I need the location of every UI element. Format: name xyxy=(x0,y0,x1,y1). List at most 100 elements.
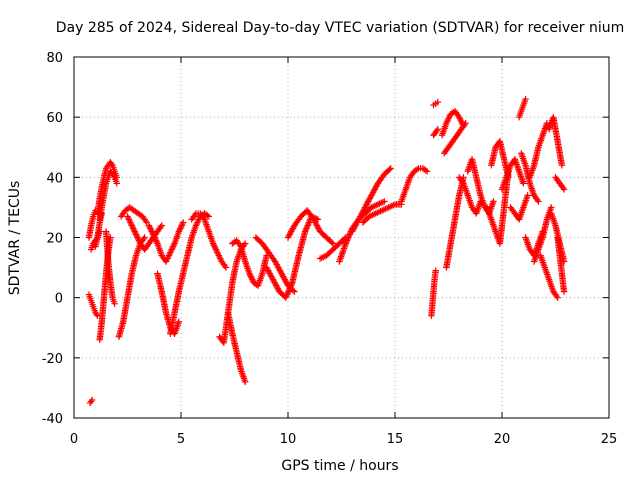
data-point xyxy=(459,178,466,186)
data-point xyxy=(169,244,176,252)
data-point xyxy=(135,235,142,243)
data-series xyxy=(145,219,187,265)
data-point xyxy=(204,212,211,219)
data-point xyxy=(214,249,221,256)
data-point xyxy=(303,223,311,231)
data-point xyxy=(195,216,203,223)
data-point xyxy=(548,204,555,211)
data-series xyxy=(154,270,183,337)
data-point xyxy=(127,220,135,228)
data-point xyxy=(432,267,439,274)
data-point xyxy=(413,166,421,173)
y-tick-label: -20 xyxy=(42,352,63,367)
data-point xyxy=(132,229,139,237)
data-point xyxy=(423,168,431,175)
data-point xyxy=(213,247,220,255)
data-series xyxy=(188,210,230,271)
data-point xyxy=(283,291,291,298)
data-point xyxy=(162,258,170,265)
data-point xyxy=(558,162,566,169)
data-point xyxy=(444,116,451,124)
data-point xyxy=(164,255,171,262)
data-series xyxy=(94,159,120,217)
data-point xyxy=(175,228,183,235)
data-point xyxy=(179,220,186,228)
data-point xyxy=(134,234,141,241)
data-point xyxy=(345,234,352,241)
data-point xyxy=(177,223,185,231)
data-series xyxy=(443,174,467,271)
tick-layer: 0 5 10 15 20 25 -40 -20 0 20 40 60 80 xyxy=(42,51,618,447)
data-point xyxy=(150,232,158,240)
data-point xyxy=(87,398,95,405)
data-point xyxy=(149,231,157,238)
data-point xyxy=(192,222,200,229)
data-point xyxy=(167,247,175,255)
data-point xyxy=(445,115,452,122)
data-point xyxy=(170,241,178,249)
data-point xyxy=(132,231,140,238)
data-point xyxy=(434,126,441,133)
data-series xyxy=(359,201,405,226)
data-point xyxy=(124,213,131,220)
data-point xyxy=(111,300,118,307)
data-point xyxy=(152,237,160,244)
data-point xyxy=(457,116,464,124)
data-point xyxy=(345,232,353,240)
data-point xyxy=(284,289,291,297)
data-series xyxy=(430,98,441,109)
data-point xyxy=(128,222,135,229)
data-point xyxy=(194,219,201,226)
data-series xyxy=(115,234,148,340)
data-point xyxy=(215,252,223,259)
data-point xyxy=(152,235,159,243)
data-series xyxy=(224,309,249,386)
data-series xyxy=(464,156,497,217)
data-point xyxy=(553,292,560,300)
data-point xyxy=(167,249,174,256)
data-point xyxy=(166,250,173,258)
data-point xyxy=(456,115,464,122)
data-series xyxy=(552,174,568,193)
data-series xyxy=(92,210,106,250)
data-point xyxy=(248,274,255,282)
data-point xyxy=(147,225,154,232)
data-series xyxy=(336,198,388,265)
data-point xyxy=(329,240,337,247)
data-point xyxy=(130,226,138,234)
data-point xyxy=(287,283,294,291)
data-point xyxy=(158,222,165,229)
data-point xyxy=(157,223,164,231)
data-point xyxy=(249,276,256,283)
data-point xyxy=(302,226,309,234)
data-point xyxy=(147,226,155,234)
data-point xyxy=(524,192,531,199)
data-point xyxy=(433,127,440,134)
data-point xyxy=(304,222,311,229)
data-point xyxy=(205,213,213,220)
data-point xyxy=(176,226,183,234)
data-point xyxy=(288,280,295,288)
data-point xyxy=(286,285,293,292)
data-point xyxy=(163,256,170,264)
data-series xyxy=(537,252,561,301)
data-point xyxy=(125,216,133,223)
data-point xyxy=(303,225,310,232)
data-series xyxy=(102,228,118,307)
data-point xyxy=(93,311,100,318)
data-point xyxy=(222,264,230,271)
data-point xyxy=(247,273,255,280)
data-point xyxy=(560,288,568,295)
plot-frame xyxy=(73,56,610,419)
data-series xyxy=(284,207,337,247)
data-point xyxy=(387,165,394,172)
data-series xyxy=(498,156,527,193)
data-series xyxy=(117,204,150,226)
x-tick-label: 0 xyxy=(70,432,78,447)
data-point xyxy=(177,225,184,232)
data-point xyxy=(131,228,138,235)
data-point xyxy=(107,234,114,241)
data-point xyxy=(462,119,469,127)
data-series xyxy=(229,237,270,289)
